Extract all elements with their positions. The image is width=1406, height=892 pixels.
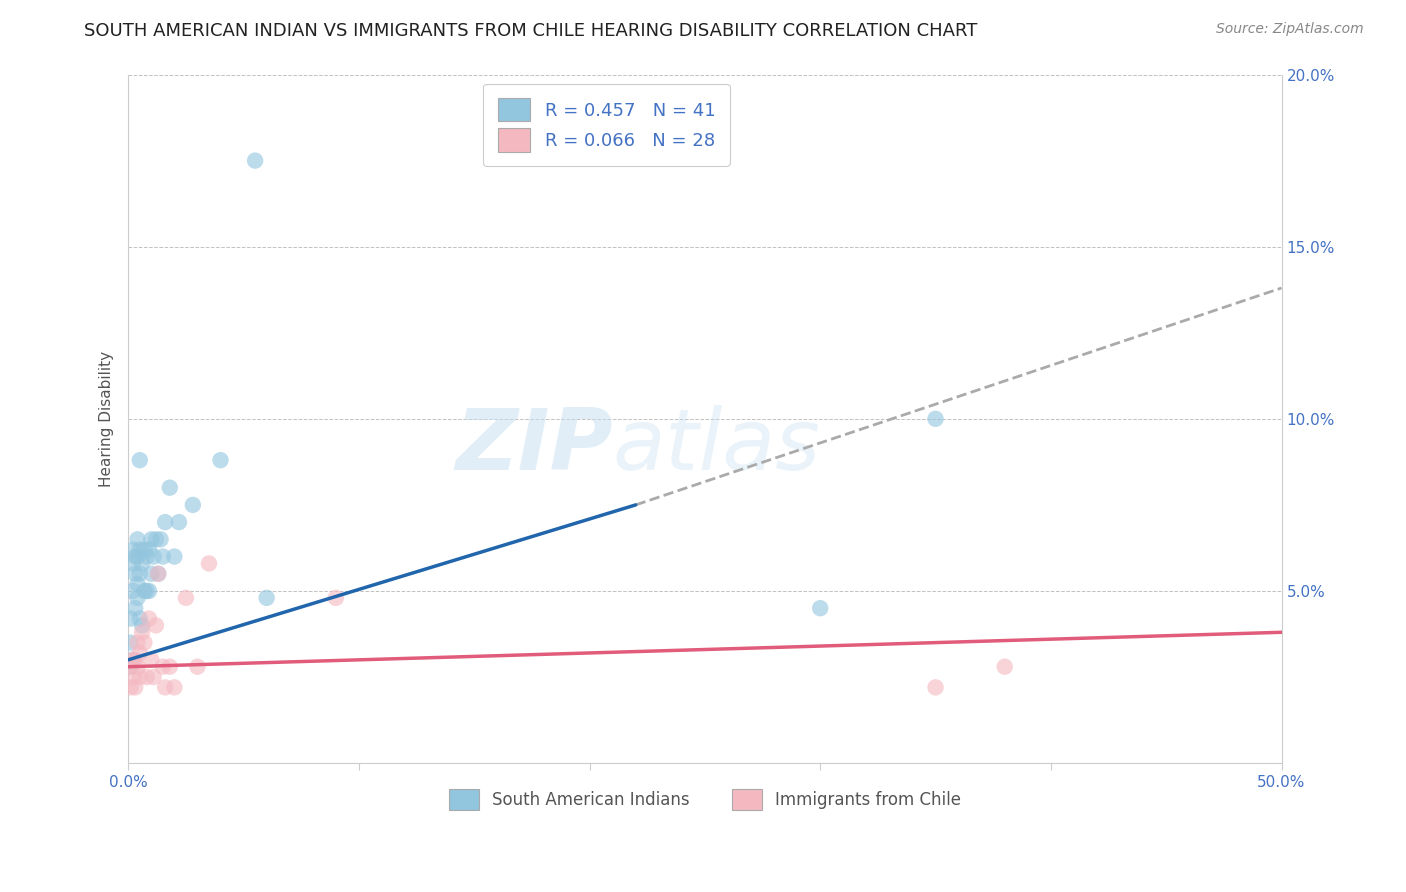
Point — [148, 566, 170, 581]
Legend: South American Indians, Immigrants from Chile: South American Indians, Immigrants from … — [436, 775, 974, 823]
Point — [135, 584, 157, 599]
Point — [163, 549, 186, 564]
Point — [243, 153, 266, 168]
Point — [186, 659, 208, 673]
Point — [145, 533, 167, 547]
Point — [127, 659, 149, 673]
Point — [152, 659, 174, 673]
Point — [127, 635, 149, 649]
Point — [149, 533, 172, 547]
Point — [128, 453, 150, 467]
Point — [138, 542, 160, 557]
Point — [121, 557, 143, 571]
Point — [141, 566, 163, 581]
Point — [138, 611, 160, 625]
Point — [124, 601, 146, 615]
Point — [159, 659, 181, 673]
Point — [128, 646, 150, 660]
Point — [128, 542, 150, 557]
Point — [135, 549, 157, 564]
Point — [120, 635, 142, 649]
Point — [141, 653, 163, 667]
Point — [924, 681, 946, 695]
Point — [152, 549, 174, 564]
Point — [124, 566, 146, 581]
Point — [120, 611, 142, 625]
Point — [325, 591, 347, 605]
Point — [127, 533, 149, 547]
Point — [131, 618, 153, 632]
Point — [153, 681, 176, 695]
Point — [174, 591, 197, 605]
Point — [121, 542, 143, 557]
Point — [148, 566, 170, 581]
Point — [128, 611, 150, 625]
Point — [120, 659, 142, 673]
Point — [141, 533, 163, 547]
Point — [159, 481, 181, 495]
Point — [153, 515, 176, 529]
Point — [121, 653, 143, 667]
Point — [127, 577, 149, 591]
Point — [131, 625, 153, 640]
Point — [134, 635, 156, 649]
Point — [138, 584, 160, 599]
Point — [127, 549, 149, 564]
Point — [121, 670, 143, 684]
Point — [167, 515, 190, 529]
Text: SOUTH AMERICAN INDIAN VS IMMIGRANTS FROM CHILE HEARING DISABILITY CORRELATION CH: SOUTH AMERICAN INDIAN VS IMMIGRANTS FROM… — [84, 22, 977, 40]
Point — [127, 591, 149, 605]
Point — [256, 591, 278, 605]
Point — [120, 659, 142, 673]
Text: Source: ZipAtlas.com: Source: ZipAtlas.com — [1216, 22, 1364, 37]
Text: ZIP: ZIP — [456, 405, 613, 488]
Point — [131, 557, 153, 571]
Point — [121, 653, 143, 667]
Point — [163, 681, 186, 695]
Point — [135, 670, 157, 684]
Point — [134, 542, 156, 557]
Point — [124, 681, 146, 695]
Point — [121, 584, 143, 599]
Point — [128, 670, 150, 684]
Point — [924, 412, 946, 426]
Point — [145, 618, 167, 632]
Point — [209, 453, 232, 467]
Point — [124, 549, 146, 564]
Point — [120, 681, 142, 695]
Point — [142, 549, 165, 564]
Point — [181, 498, 204, 512]
Point — [142, 670, 165, 684]
Point — [994, 659, 1017, 673]
Y-axis label: Hearing Disability: Hearing Disability — [100, 351, 114, 487]
Point — [198, 557, 221, 571]
Point — [808, 601, 831, 615]
Text: atlas: atlas — [613, 405, 821, 488]
Point — [134, 584, 156, 599]
Point — [124, 653, 146, 667]
Point — [128, 566, 150, 581]
